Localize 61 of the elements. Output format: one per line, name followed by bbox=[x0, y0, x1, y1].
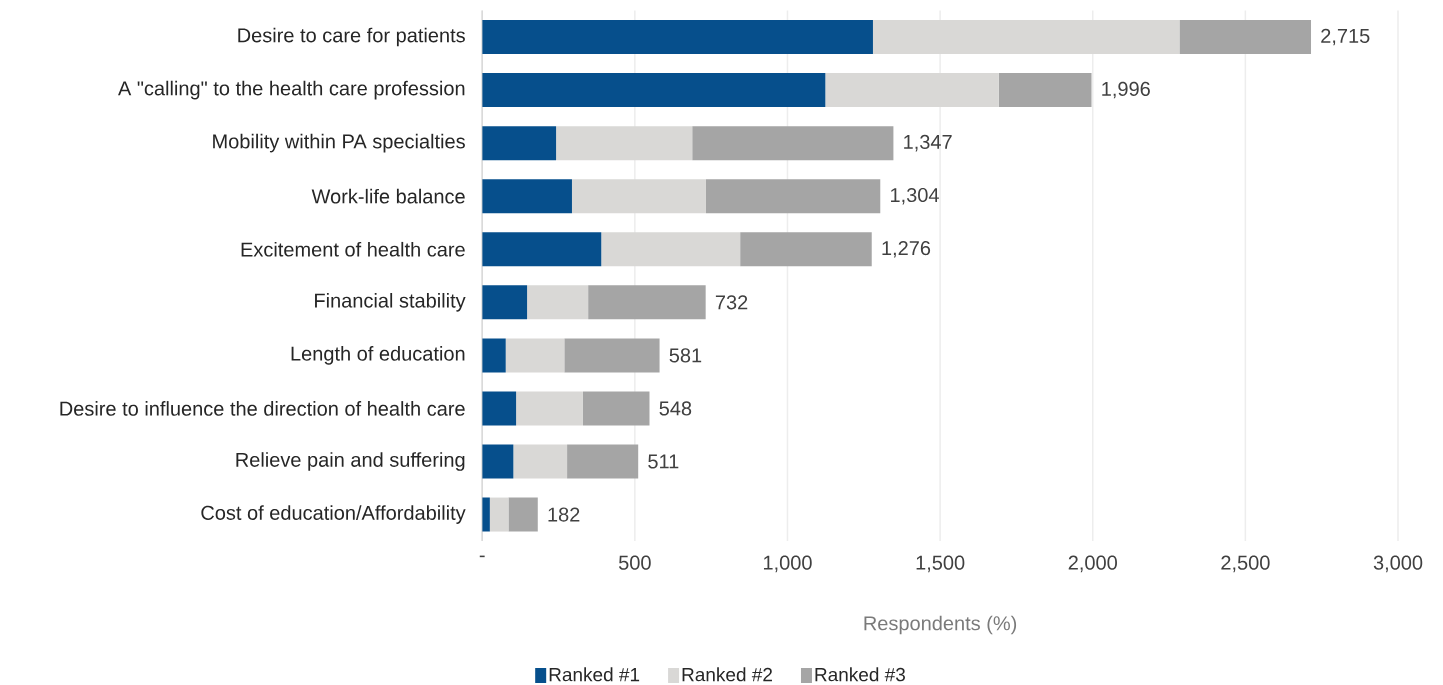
bar bbox=[588, 285, 706, 320]
y-tick-label: Length of education bbox=[291, 346, 465, 365]
legend-label: Ranked #3 bbox=[815, 667, 905, 682]
bar bbox=[582, 391, 650, 426]
total-label: 581 bbox=[669, 348, 702, 363]
x-axis-title: Respondents (%) bbox=[864, 615, 1017, 635]
bar bbox=[601, 232, 741, 267]
bar bbox=[567, 444, 639, 479]
bar bbox=[998, 73, 1092, 108]
y-tick-label: Desire to influence the direction of health care bbox=[60, 401, 465, 416]
bar bbox=[482, 126, 557, 161]
total-label: 182 bbox=[548, 507, 580, 522]
total-label: 2,715 bbox=[1321, 28, 1370, 46]
x-tick-label: - bbox=[479, 555, 485, 558]
bar bbox=[705, 179, 881, 214]
bar bbox=[482, 179, 572, 214]
y-tick-label: Mobility within PA specialties bbox=[213, 133, 465, 153]
total-label: 548 bbox=[659, 401, 692, 416]
x-tick-label: 3,000 bbox=[1373, 555, 1423, 573]
bar bbox=[482, 497, 490, 532]
x-tick-label: 500 bbox=[618, 555, 651, 570]
total-label: 1,304 bbox=[891, 187, 939, 205]
bar bbox=[556, 126, 693, 161]
legend-label: Ranked #1 bbox=[549, 667, 640, 682]
total-label: 1,347 bbox=[904, 134, 952, 152]
y-tick-label: Desire to care for patients bbox=[238, 27, 465, 47]
bar bbox=[482, 391, 517, 426]
bar bbox=[489, 497, 509, 532]
bar bbox=[505, 338, 565, 373]
bar bbox=[1179, 20, 1312, 55]
total-label: 511 bbox=[648, 454, 679, 469]
bar bbox=[516, 391, 583, 426]
legend-label: Ranked #2 bbox=[682, 667, 772, 682]
x-tick-label: 1,000 bbox=[763, 555, 812, 573]
x-tick-label: 2,000 bbox=[1068, 555, 1117, 573]
bar bbox=[508, 497, 538, 532]
x-tick-label: 2,500 bbox=[1221, 555, 1270, 573]
y-tick-label: Relieve pain and suffering bbox=[236, 452, 465, 471]
bar bbox=[872, 20, 1180, 55]
y-tick-label: Excitement of health care bbox=[241, 241, 465, 257]
bar bbox=[571, 179, 706, 214]
bar bbox=[482, 285, 528, 320]
bar bbox=[513, 444, 568, 479]
total-label: 732 bbox=[715, 295, 748, 310]
y-tick-label: A "calling" to the health care profession bbox=[118, 80, 465, 100]
total-label: 1,996 bbox=[1102, 81, 1150, 99]
total-label: 1,276 bbox=[882, 240, 931, 258]
bar bbox=[825, 73, 999, 108]
y-tick-label: Cost of education/Affordability bbox=[201, 505, 466, 524]
bar bbox=[527, 285, 589, 320]
bar bbox=[740, 232, 872, 267]
bar bbox=[482, 444, 514, 479]
y-tick-label: Work-life balance bbox=[311, 188, 465, 204]
x-tick-label: 1,500 bbox=[916, 555, 965, 573]
bar bbox=[482, 338, 506, 373]
bar bbox=[692, 126, 894, 161]
bar bbox=[482, 73, 826, 108]
bar bbox=[482, 20, 873, 55]
y-tick-label: Financial stability bbox=[315, 292, 466, 312]
bar bbox=[482, 232, 602, 267]
bar bbox=[564, 338, 660, 373]
